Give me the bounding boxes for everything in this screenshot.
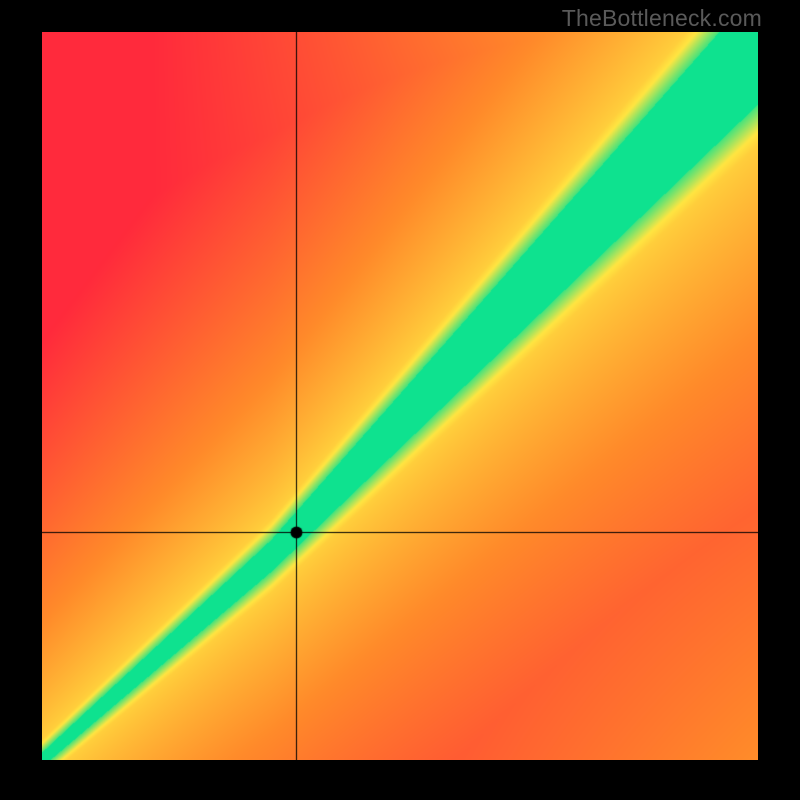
heatmap-canvas (42, 32, 758, 760)
heatmap-plot (42, 32, 758, 760)
watermark-text: TheBottleneck.com (562, 5, 762, 32)
